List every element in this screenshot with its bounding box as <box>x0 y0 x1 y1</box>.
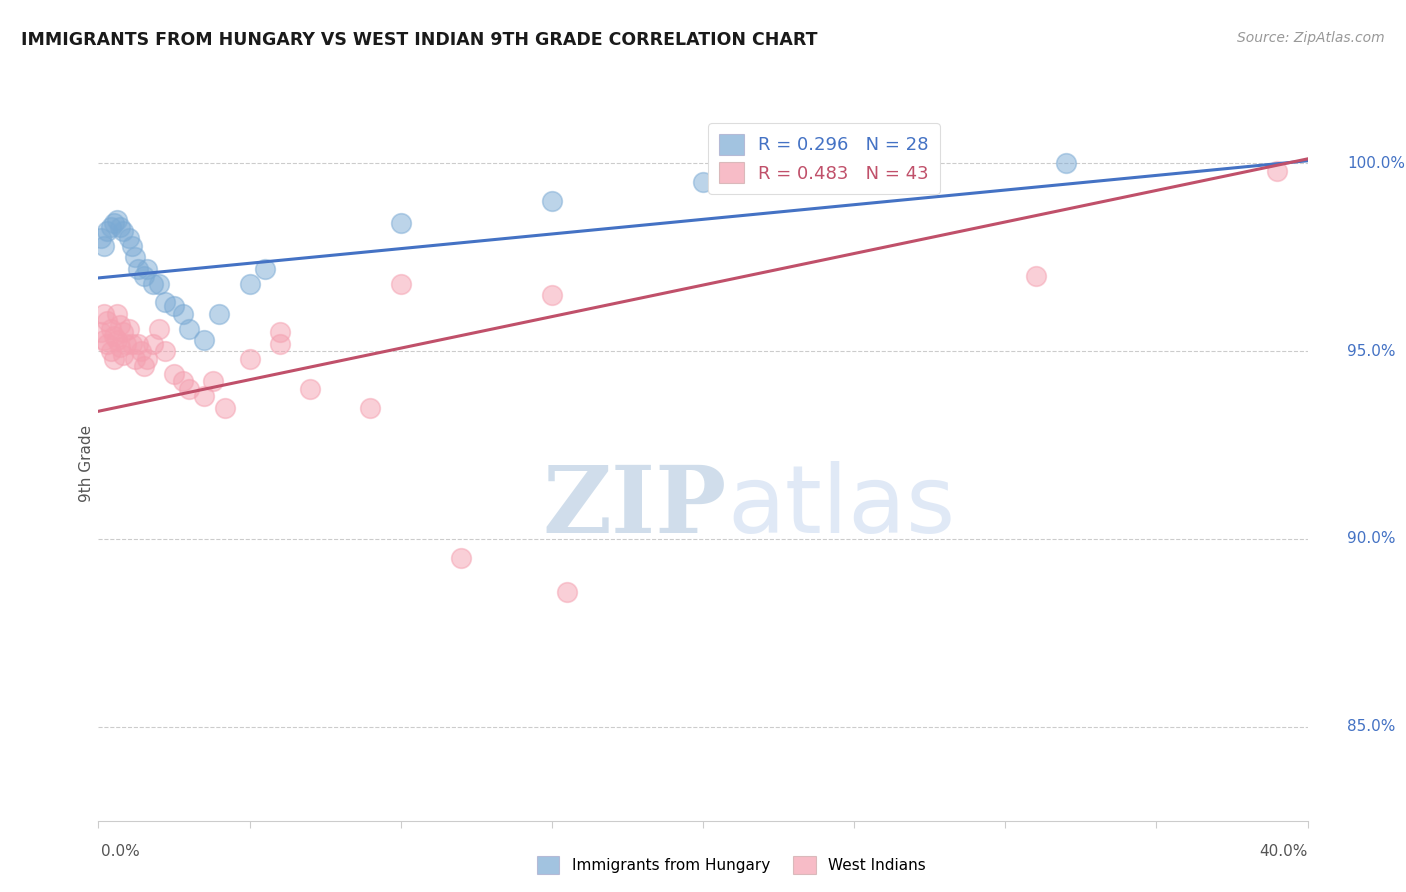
Point <box>96 224 118 238</box>
Point <box>389 217 412 231</box>
Text: 85.0%: 85.0% <box>1347 719 1395 734</box>
Point <box>132 268 155 283</box>
Point <box>103 329 125 343</box>
Point <box>1265 164 1288 178</box>
Point <box>172 307 194 321</box>
Point <box>111 326 134 340</box>
Text: ZIP: ZIP <box>543 462 727 551</box>
Point <box>93 333 115 347</box>
Point <box>103 351 125 366</box>
Point <box>108 318 131 332</box>
Point <box>239 277 262 291</box>
Text: 0.0%: 0.0% <box>101 845 141 859</box>
Legend: R = 0.296   N = 28, R = 0.483   N = 43: R = 0.296 N = 28, R = 0.483 N = 43 <box>707 123 941 194</box>
Point <box>193 389 215 403</box>
Point <box>360 401 382 415</box>
Point <box>450 550 472 565</box>
Text: atlas: atlas <box>727 460 956 553</box>
Point <box>540 288 562 302</box>
Point <box>118 321 141 335</box>
Text: 40.0%: 40.0% <box>1260 845 1308 859</box>
Point <box>108 220 131 235</box>
Point <box>132 359 155 374</box>
Point <box>253 261 276 276</box>
Point <box>177 382 201 396</box>
Text: IMMIGRANTS FROM HUNGARY VS WEST INDIAN 9TH GRADE CORRELATION CHART: IMMIGRANTS FROM HUNGARY VS WEST INDIAN 9… <box>21 31 818 49</box>
Point <box>111 224 134 238</box>
Point <box>148 321 170 335</box>
Point <box>103 217 125 231</box>
Point <box>90 326 112 340</box>
Point <box>1054 156 1077 170</box>
Text: 90.0%: 90.0% <box>1347 532 1395 547</box>
Point <box>135 351 157 366</box>
Point <box>389 277 412 291</box>
Point <box>202 374 225 388</box>
Point <box>540 194 562 208</box>
Point <box>96 314 118 328</box>
Point <box>177 321 201 335</box>
Point <box>1024 268 1046 283</box>
Point <box>193 333 215 347</box>
Point <box>142 277 165 291</box>
Point <box>148 277 170 291</box>
Point <box>214 401 236 415</box>
Point <box>127 336 149 351</box>
Point <box>100 220 122 235</box>
Point <box>96 336 118 351</box>
Point <box>111 348 134 362</box>
Y-axis label: 9th Grade: 9th Grade <box>79 425 94 502</box>
Point <box>124 250 146 264</box>
Point <box>105 307 128 321</box>
Point <box>555 584 578 599</box>
Point <box>269 336 291 351</box>
Point <box>163 367 186 381</box>
Point <box>692 175 714 189</box>
Text: Source: ZipAtlas.com: Source: ZipAtlas.com <box>1237 31 1385 45</box>
Point <box>108 340 131 354</box>
Point <box>299 382 322 396</box>
Point <box>93 307 115 321</box>
Point <box>269 326 291 340</box>
Point <box>105 212 128 227</box>
Text: 100.0%: 100.0% <box>1347 156 1405 171</box>
Point <box>100 321 122 335</box>
Point <box>118 231 141 245</box>
Point <box>208 307 231 321</box>
Point <box>121 336 143 351</box>
Text: 95.0%: 95.0% <box>1347 343 1395 359</box>
Point <box>105 333 128 347</box>
Point <box>153 344 176 359</box>
Point <box>129 344 152 359</box>
Point <box>142 336 165 351</box>
Point <box>172 374 194 388</box>
Point <box>114 336 136 351</box>
Point <box>100 344 122 359</box>
Point <box>135 261 157 276</box>
Legend: Immigrants from Hungary, West Indians: Immigrants from Hungary, West Indians <box>530 850 932 880</box>
Point <box>163 299 186 313</box>
Point <box>121 239 143 253</box>
Point <box>90 231 112 245</box>
Point <box>239 351 262 366</box>
Point <box>124 351 146 366</box>
Point <box>153 295 176 310</box>
Point <box>93 239 115 253</box>
Point <box>127 261 149 276</box>
